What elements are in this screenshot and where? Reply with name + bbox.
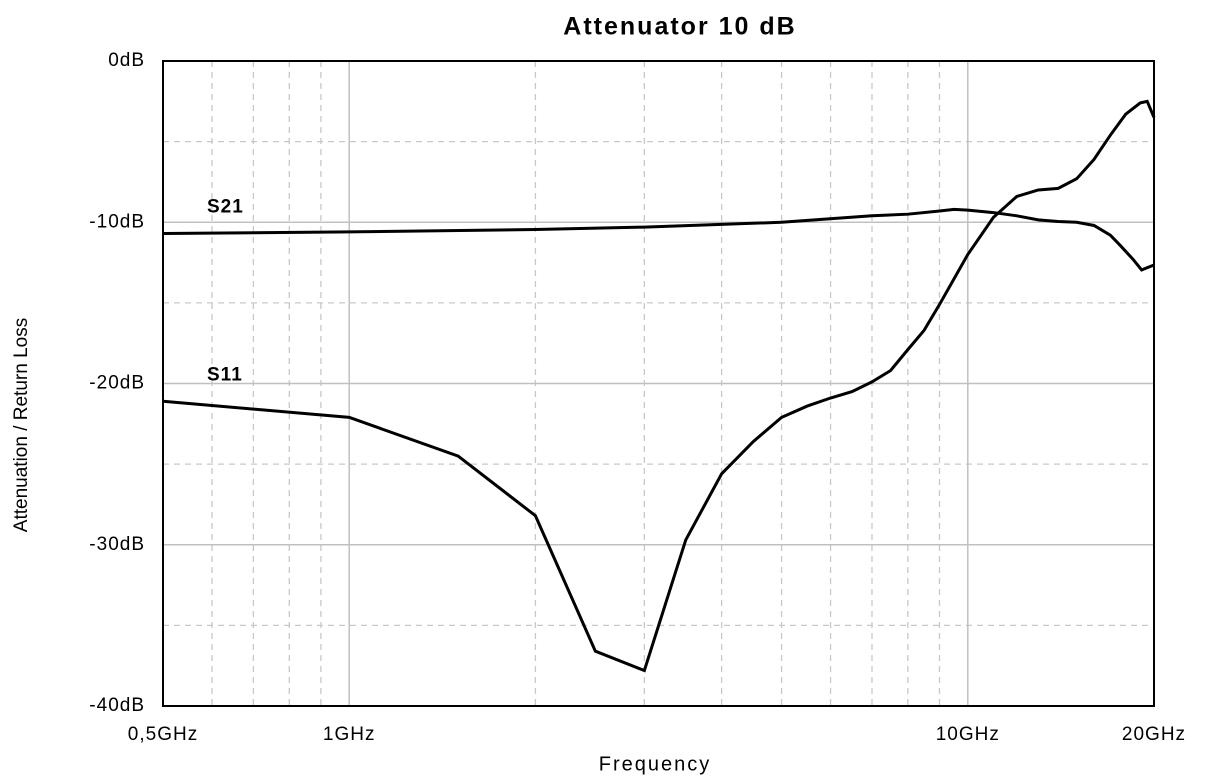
y-tick-label: -20dB: [89, 373, 145, 394]
x-tick-label: 1GHz: [323, 724, 376, 745]
x-tick-label: 10GHz: [936, 724, 1000, 745]
y-tick-label: -30dB: [89, 534, 145, 555]
series-label: S11: [207, 364, 243, 385]
series-line: [162, 99, 1156, 673]
y-tick-label: -10dB: [89, 211, 145, 232]
series-label: S21: [207, 197, 244, 218]
chart-title: Attenuator 10 dB: [563, 13, 796, 41]
y-tick-label: -40dB: [89, 695, 145, 716]
y-axis-label: Attenuation / Return Loss: [11, 318, 32, 532]
x-axis-label: Frequency: [599, 753, 712, 775]
x-tick-label: 20GHz: [1122, 724, 1186, 745]
plot-frame: [162, 60, 1155, 707]
x-tick-label: 0,5GHz: [128, 724, 198, 745]
series-line: [162, 207, 1155, 272]
y-tick-label: 0dB: [108, 50, 145, 71]
